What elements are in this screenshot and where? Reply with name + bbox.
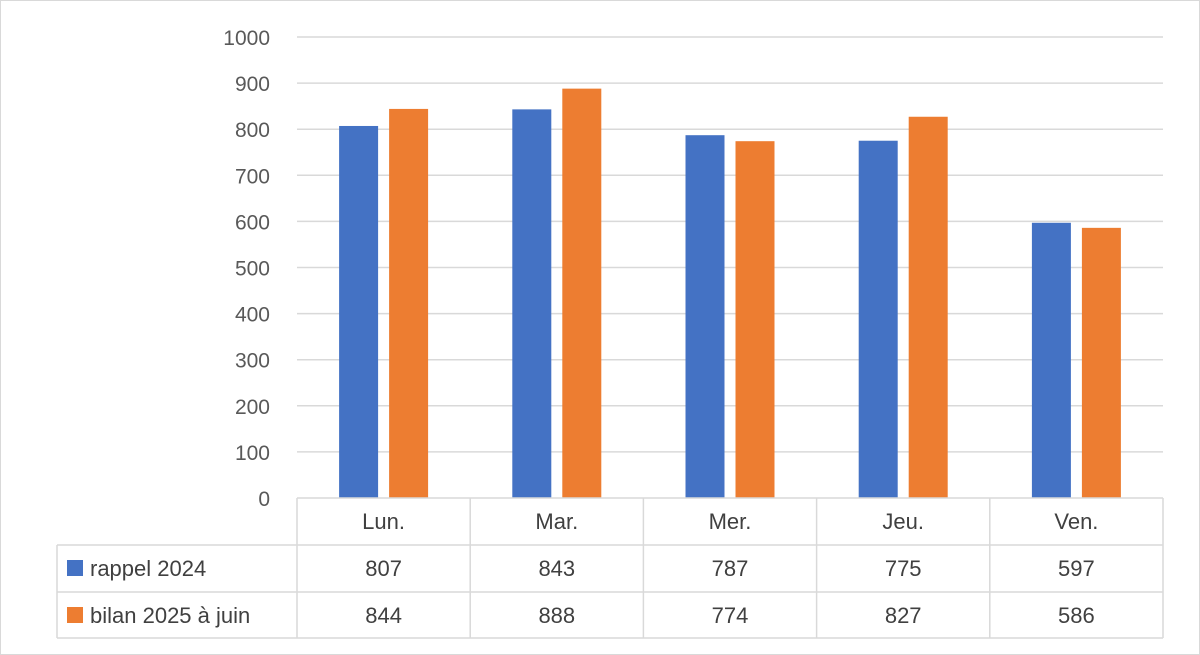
bar-series2 <box>389 108 429 498</box>
bar-series2 <box>1081 227 1121 498</box>
bar-series1 <box>858 140 898 498</box>
table-cell-value: 807 <box>365 556 402 581</box>
table-cell-value: 843 <box>538 556 575 581</box>
bar-series2 <box>908 116 948 499</box>
x-category-label: Jeu. <box>882 509 924 534</box>
bar-series2 <box>562 88 602 498</box>
table-cell-value: 774 <box>712 603 749 628</box>
bars <box>339 88 1121 499</box>
y-tick-label: 200 <box>235 396 270 419</box>
data-table: Lun. Mar. Mer. Jeu. Ven. rappel 2024 807 843 787… <box>56 497 1164 639</box>
table-cell-value: 844 <box>365 603 402 628</box>
bar-series1 <box>512 109 552 498</box>
y-tick-label: 800 <box>235 119 270 142</box>
x-category-label: Lun. <box>362 509 405 534</box>
y-tick-label: 1000 <box>223 27 270 50</box>
x-category-label: Mar. <box>535 509 578 534</box>
gridlines <box>297 36 1163 453</box>
y-tick-label: 900 <box>235 73 270 96</box>
bar-series1 <box>1031 222 1071 498</box>
legend-swatch <box>67 560 83 576</box>
bar-series2 <box>735 141 775 498</box>
table-cell-value: 586 <box>1058 603 1095 628</box>
y-tick-label: 500 <box>235 258 270 281</box>
bar-series1 <box>685 135 725 498</box>
y-tick-label: 600 <box>235 211 270 234</box>
x-category-label: Mer. <box>709 509 752 534</box>
table-cell-value: 787 <box>712 556 749 581</box>
table-cell-value: 827 <box>885 603 922 628</box>
legend-swatch <box>67 607 83 623</box>
y-axis-tick-labels: 0 100 200 300 400 500 600 700 800 900 1000 <box>223 27 270 511</box>
legend-label: bilan 2025 à juin <box>90 603 250 628</box>
x-category-label: Ven. <box>1054 509 1098 534</box>
y-tick-label: 0 <box>258 488 270 511</box>
table-cell-value: 775 <box>885 556 922 581</box>
table-cell-value: 597 <box>1058 556 1095 581</box>
legend-label: rappel 2024 <box>90 556 206 581</box>
bar-series1 <box>339 125 379 499</box>
y-tick-label: 300 <box>235 350 270 373</box>
y-tick-label: 100 <box>235 442 270 465</box>
table-cell-value: 888 <box>538 603 575 628</box>
y-tick-label: 700 <box>235 165 270 188</box>
y-tick-label: 400 <box>235 304 270 327</box>
